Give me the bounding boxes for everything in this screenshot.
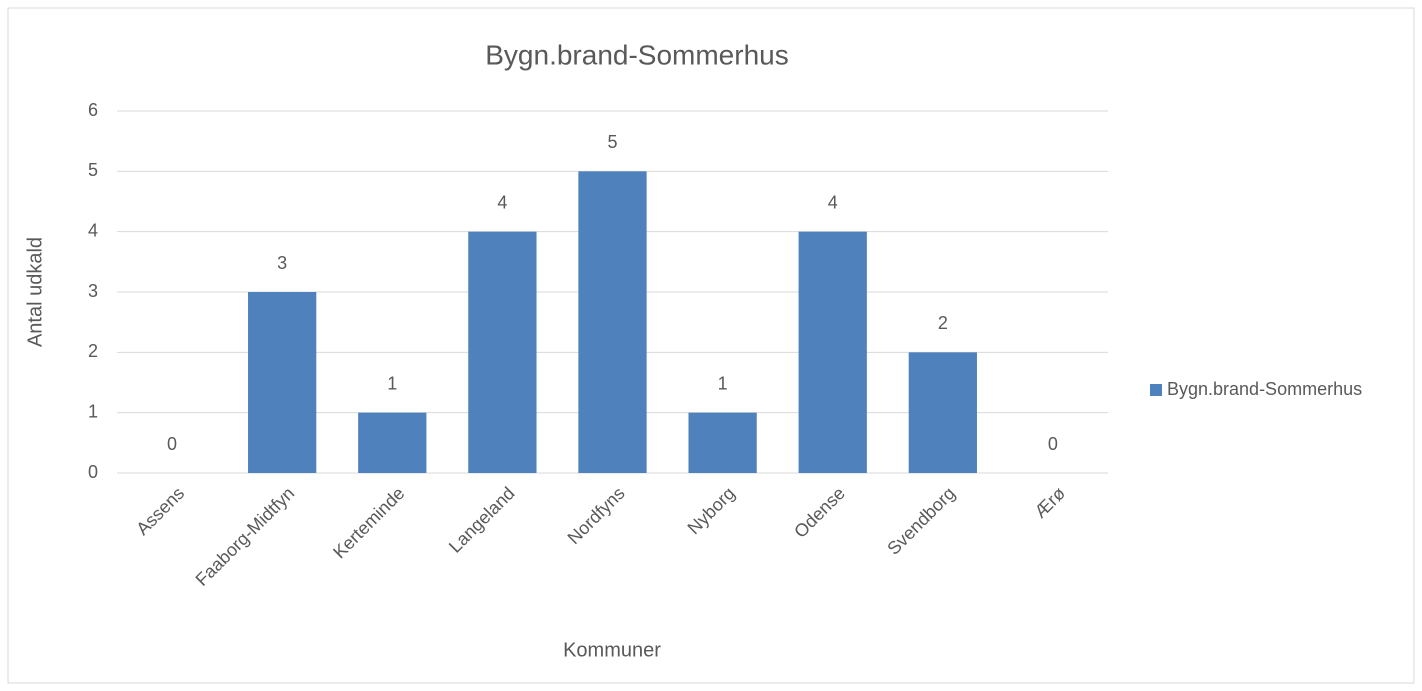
y-axis-label: Antal udkald — [24, 237, 46, 347]
y-tick-label: 5 — [88, 160, 98, 180]
y-tick-label: 4 — [88, 220, 98, 240]
data-label: 3 — [277, 253, 287, 273]
data-label: 1 — [718, 373, 728, 393]
legend-label: Bygn.brand-Sommerhus — [1167, 379, 1362, 399]
data-label: 2 — [938, 313, 948, 333]
y-tick-label: 2 — [88, 341, 98, 361]
chart-frame — [7, 7, 1415, 684]
y-tick-label: 0 — [88, 462, 98, 482]
legend-swatch — [1150, 384, 1162, 396]
data-label: 0 — [1048, 434, 1058, 454]
bar — [908, 352, 977, 473]
y-tick-label: 3 — [88, 281, 98, 301]
y-tick-label: 1 — [88, 401, 98, 421]
y-tick-label: 6 — [88, 100, 98, 120]
bar — [248, 292, 317, 473]
bar — [578, 171, 647, 474]
data-label: 1 — [387, 373, 397, 393]
bar — [798, 231, 867, 473]
bar — [688, 412, 757, 473]
data-label: 5 — [607, 132, 617, 152]
bar — [468, 231, 537, 473]
chart-title: Bygn.brand-Sommerhus — [485, 39, 788, 70]
bar — [358, 412, 427, 473]
data-label: 4 — [828, 192, 838, 212]
data-label: 0 — [167, 434, 177, 454]
x-axis-label: Kommuner — [563, 639, 661, 661]
data-label: 4 — [497, 192, 507, 212]
